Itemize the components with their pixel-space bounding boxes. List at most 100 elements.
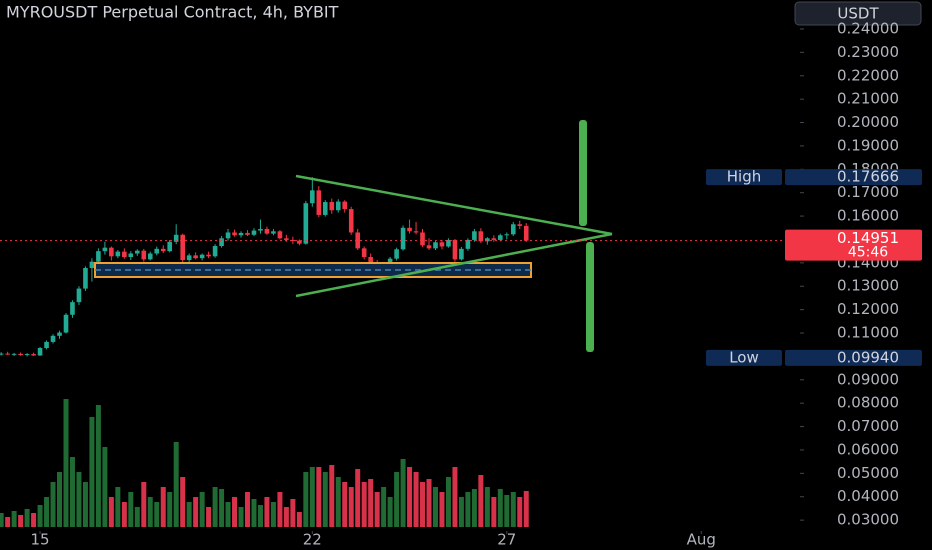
candle-body [5, 353, 10, 355]
candle-body [413, 231, 419, 233]
candle-body [472, 231, 477, 240]
candle-body [290, 239, 296, 241]
countdown-label: 45:46 [848, 245, 888, 261]
candle-body [271, 231, 276, 234]
marker-value-tag [785, 349, 922, 366]
marker-value: 0.17666 [837, 168, 899, 186]
candle-body [517, 224, 523, 226]
volume-bar [355, 469, 361, 527]
candle-body [361, 248, 367, 258]
currency-label[interactable]: USDT [837, 5, 879, 23]
volume-bar [186, 502, 192, 527]
volume-bar [394, 472, 400, 527]
volume-bar [277, 492, 283, 527]
volume-bar [199, 492, 205, 527]
candle-body [329, 202, 335, 211]
volume-bar [283, 507, 289, 527]
candle-body [297, 240, 302, 244]
candle-body [303, 203, 309, 244]
candle-body [154, 248, 160, 254]
volume-bar [50, 482, 56, 527]
candle-body [180, 234, 185, 261]
volume-bar [452, 467, 458, 527]
y-tick-label: 0.11000 [837, 324, 899, 342]
x-tick-label: 15 [31, 531, 50, 549]
candle-body [96, 251, 101, 262]
volume-bar [134, 507, 140, 527]
currency-button[interactable] [794, 1, 922, 26]
volume-bar [335, 477, 341, 527]
candle-body [109, 247, 114, 257]
volume-bar [471, 489, 477, 527]
volume-bar [225, 502, 231, 527]
volume-bar [160, 487, 166, 527]
candle-body [523, 225, 529, 241]
volume-bar [342, 482, 348, 527]
volume-bar [115, 487, 121, 527]
candle-body [504, 234, 510, 236]
volume-bar [173, 442, 179, 527]
volume-bar [18, 515, 24, 527]
candle-body [37, 347, 43, 356]
candle-body [316, 190, 322, 215]
volume-bar [31, 513, 37, 527]
candle-body [355, 232, 361, 249]
volume-bar [478, 475, 484, 527]
marker-label: Low [729, 348, 759, 366]
candle-body [407, 227, 412, 232]
volume-bar [154, 502, 160, 527]
candle-body [394, 249, 399, 259]
volume-bar [102, 447, 108, 527]
volume-bar [400, 459, 406, 527]
volume-bar [426, 479, 432, 527]
x-tick-label: 27 [497, 531, 516, 549]
y-tick-label: 0.12000 [837, 300, 899, 318]
volume-bar [121, 502, 127, 527]
volume-bar [433, 487, 439, 527]
volume-bar [82, 482, 88, 527]
volume-bar [420, 482, 426, 527]
candle-body [44, 341, 49, 348]
candle-body [368, 257, 373, 264]
volume-bar [5, 517, 11, 527]
volume-bar [270, 502, 276, 527]
volume-bar [361, 482, 367, 527]
volume-bar [491, 497, 497, 527]
candle-body [141, 250, 147, 260]
volume-bar [484, 487, 490, 527]
candle-body [251, 230, 257, 235]
marker-value-tag [785, 169, 922, 186]
volume-bar [439, 492, 445, 527]
x-tick-label: Aug [687, 531, 716, 549]
volume-bar [108, 497, 114, 527]
volume-bar [24, 509, 30, 527]
candle-body [70, 302, 75, 315]
volume-bar [37, 505, 43, 527]
volume-bar [445, 477, 451, 527]
volume-bar [497, 489, 503, 527]
volume-bar [128, 492, 134, 527]
last-price-label: 0.14951 [837, 229, 899, 247]
volume-bar [504, 495, 510, 527]
marker-tag [706, 349, 782, 366]
marker-value: 0.09940 [837, 348, 899, 366]
volume-bar [368, 479, 374, 527]
candle-body [245, 232, 250, 235]
y-tick-label: 0.07000 [837, 417, 899, 435]
candle-body [102, 247, 108, 252]
volume-bar [89, 417, 95, 527]
candle-body [193, 255, 198, 259]
x-tick-label: 22 [303, 531, 322, 549]
drawings [94, 120, 613, 352]
candle-body [277, 231, 283, 239]
volume-bar [374, 492, 380, 527]
candle-body [63, 314, 69, 333]
chart-title: MYROUSDT Perpetual Contract, 4h, BYBIT [6, 3, 339, 22]
candle-body [439, 242, 445, 247]
candle-body [433, 242, 438, 249]
y-tick-label: 0.20000 [837, 113, 899, 131]
volume-bar [180, 477, 186, 527]
target-bar-down [586, 242, 594, 352]
candle-body [128, 253, 134, 258]
y-tick-label: 0.24000 [837, 19, 899, 37]
